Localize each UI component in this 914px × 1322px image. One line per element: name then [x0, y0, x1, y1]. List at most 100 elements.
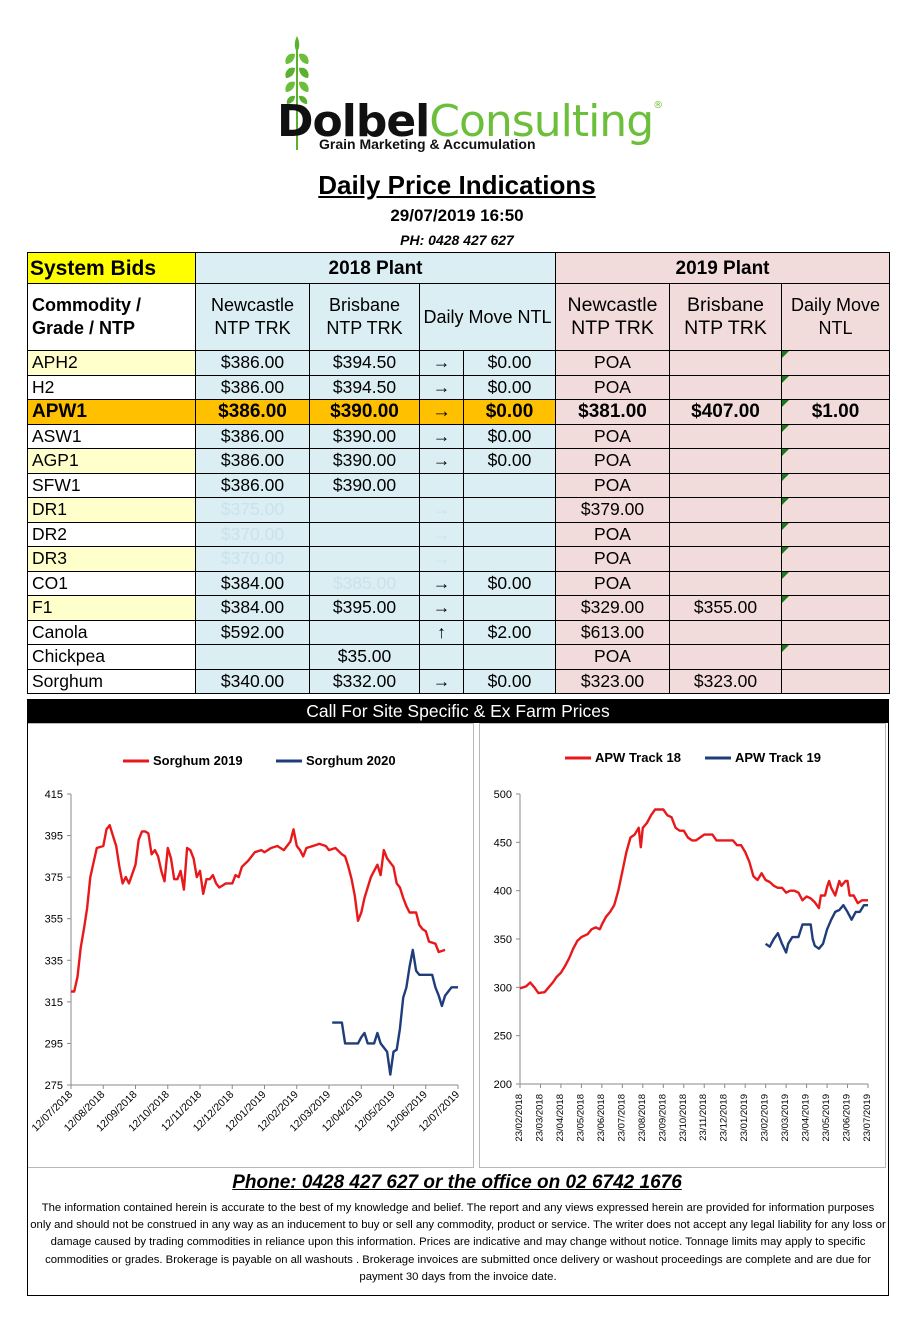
- move-arrow-cell: →: [419, 595, 464, 621]
- newcastle-2019-price-cell: POA: [555, 374, 670, 400]
- brisbane-2019-price-cell: [669, 644, 782, 670]
- y-tick-label: 275: [45, 1080, 63, 1092]
- move-arrow-cell: [419, 644, 464, 670]
- brisbane-2019-column-header: Brisbane NTP TRK: [669, 283, 782, 351]
- daily-move-2019-column-header: Daily Move NTL: [781, 283, 890, 351]
- page-title: Daily Price Indications: [318, 170, 596, 200]
- brisbane-2019-price-cell: [669, 546, 782, 572]
- move-arrow-cell: →: [419, 350, 464, 376]
- x-tick-label: 23/05/2018: [575, 1094, 586, 1142]
- y-tick-label: 375: [45, 872, 63, 884]
- daily-move-2019-cell: [781, 546, 890, 572]
- brisbane-2019-price-cell: [669, 423, 782, 449]
- newcastle-price-cell: $370.00: [195, 546, 310, 572]
- table-header-row-1: System Bids 2018 Plant 2019 Plant: [27, 252, 890, 284]
- grade-cell: SFW1: [27, 472, 196, 498]
- table-row: F1 $384.00 $395.00 → $329.00 $355.00: [27, 595, 890, 621]
- legend-label: APW Track 18: [595, 750, 681, 765]
- brisbane-price-cell: $390.00: [309, 399, 420, 425]
- daily-move-2019-cell: [781, 521, 890, 547]
- logo-wordmark: DolbelConsulting®: [277, 96, 663, 147]
- daily-move-2019-cell: [781, 374, 890, 400]
- newcastle-2019-price-cell: POA: [555, 521, 670, 547]
- brisbane-price-cell: [309, 521, 420, 547]
- daily-move-cell: [463, 521, 556, 547]
- series-line-1: [332, 948, 458, 1076]
- y-tick-label: 300: [494, 982, 512, 994]
- grade-cell: APH2: [27, 350, 196, 376]
- x-tick-label: 23/06/2018: [596, 1094, 607, 1142]
- brisbane-2019-price-cell: [669, 497, 782, 523]
- daily-move-cell: $0.00: [463, 399, 556, 425]
- price-table: System Bids 2018 Plant 2019 Plant Commod…: [27, 252, 890, 694]
- newcastle-2019-price-cell: $379.00: [555, 497, 670, 523]
- daily-move-cell: $0.00: [463, 668, 556, 694]
- brisbane-price-cell: $394.50: [309, 350, 420, 376]
- y-tick-label: 450: [494, 837, 512, 849]
- brisbane-2019-price-cell: [669, 570, 782, 596]
- grade-cell: DR3: [27, 546, 196, 572]
- move-arrow-cell: →: [419, 374, 464, 400]
- x-tick-label: 23/07/2018: [616, 1094, 627, 1142]
- move-arrow-cell: ↑: [419, 619, 464, 645]
- move-arrow-cell: →: [419, 448, 464, 474]
- daily-move-2019-cell: [781, 595, 890, 621]
- newcastle-price-cell: $375.00: [195, 497, 310, 523]
- daily-move-2019-cell: [781, 448, 890, 474]
- daily-move-cell: $0.00: [463, 350, 556, 376]
- grade-cell: APW1: [27, 399, 196, 425]
- chart-plot-group: 41539537535533531529527512/07/201812/08/…: [29, 753, 462, 1134]
- move-arrow-cell: [419, 472, 464, 498]
- table-row: DR1 $375.00 → $379.00: [27, 497, 890, 523]
- y-tick-label: 395: [45, 831, 63, 843]
- brisbane-2019-price-cell: $355.00: [669, 595, 782, 621]
- table-row: H2 $386.00 $394.50 → $0.00 POA: [27, 374, 890, 400]
- table-row: APW1 $386.00 $390.00 → $0.00 $381.00 $407.00 $1…: [27, 399, 890, 425]
- x-tick-label: 23/02/2018: [514, 1094, 525, 1142]
- newcastle-price-cell: $340.00: [195, 668, 310, 694]
- move-arrow-cell: →: [419, 497, 464, 523]
- x-tick-label: 23/04/2019: [801, 1094, 812, 1142]
- daily-move-cell: [463, 595, 556, 621]
- brisbane-2019-price-cell: $323.00: [669, 668, 782, 694]
- newcastle-2019-price-cell: $381.00: [555, 399, 670, 425]
- table-row: SFW1 $386.00 $390.00 POA: [27, 472, 890, 498]
- grade-cell: CO1: [27, 570, 196, 596]
- grade-cell: AGP1: [27, 448, 196, 474]
- daily-move-cell: $2.00: [463, 619, 556, 645]
- brisbane-price-cell: $390.00: [309, 423, 420, 449]
- newcastle-2019-price-cell: POA: [555, 448, 670, 474]
- newcastle-2019-price-cell: $329.00: [555, 595, 670, 621]
- plant-2019-header: 2019 Plant: [555, 252, 890, 284]
- table-row: Chickpea $35.00 POA: [27, 644, 890, 670]
- sorghum-chart-svg: 41539537535533531529527512/07/201812/08/…: [29, 753, 462, 1134]
- daily-move-2019-cell: [781, 497, 890, 523]
- daily-move-2019-cell: [781, 619, 890, 645]
- y-tick-label: 400: [494, 886, 512, 898]
- newcastle-2019-price-cell: POA: [555, 570, 670, 596]
- daily-move-2019-cell: [781, 668, 890, 694]
- move-arrow-cell: →: [419, 399, 464, 425]
- logo-reg-mark: ®: [653, 100, 663, 111]
- brisbane-price-cell: $394.50: [309, 374, 420, 400]
- daily-move-cell: $0.00: [463, 570, 556, 596]
- legend-label: Sorghum 2019: [153, 753, 243, 768]
- commodity-column-header: Commodity / Grade / NTP: [27, 283, 196, 351]
- x-tick-label: 23/06/2019: [842, 1094, 853, 1142]
- grade-cell: Chickpea: [27, 644, 196, 670]
- footer-phone: Phone: 0428 427 627 or the office on 02 …: [232, 1172, 682, 1193]
- grade-cell: ASW1: [27, 423, 196, 449]
- newcastle-2019-price-cell: $323.00: [555, 668, 670, 694]
- header-phone: PH: 0428 427 627: [400, 232, 514, 248]
- newcastle-2019-price-cell: POA: [555, 472, 670, 498]
- x-tick-label: 23/11/2018: [698, 1094, 709, 1141]
- table-row: CO1 $384.00 $385.00 → $0.00 POA: [27, 570, 890, 596]
- logo-brand-dark: Dolbel: [277, 96, 430, 147]
- move-arrow-cell: →: [419, 546, 464, 572]
- x-tick-label: 23/12/2018: [719, 1094, 730, 1142]
- brisbane-column-header: Brisbane NTP TRK: [309, 283, 420, 351]
- brisbane-2019-price-cell: [669, 374, 782, 400]
- logo-tagline: Grain Marketing & Accumulation: [319, 136, 536, 152]
- newcastle-column-header: Newcastle NTP TRK: [195, 283, 310, 351]
